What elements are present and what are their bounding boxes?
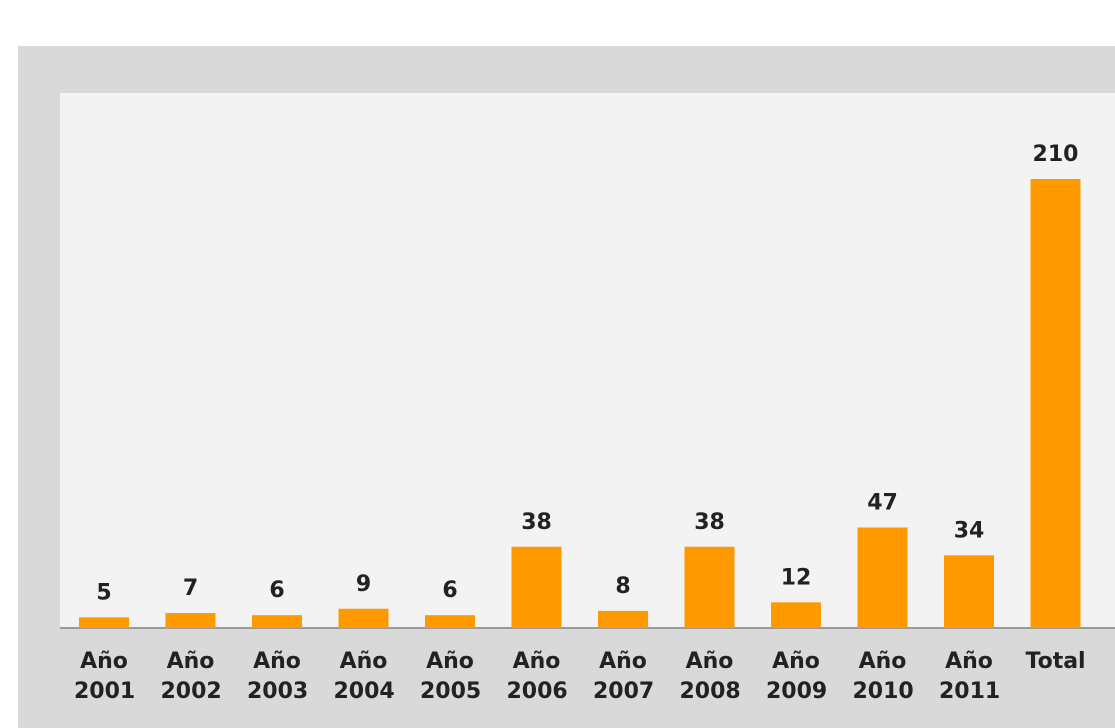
value-label: 6 bbox=[442, 578, 457, 603]
bar bbox=[425, 615, 475, 628]
bar bbox=[684, 546, 735, 628]
x-tick-label: Año 2001 bbox=[74, 649, 136, 704]
bar bbox=[79, 617, 129, 628]
value-label: 34 bbox=[954, 518, 985, 543]
x-tick-label: Año 2002 bbox=[160, 649, 222, 704]
value-label: 7 bbox=[183, 576, 198, 601]
value-label: 38 bbox=[521, 510, 552, 535]
x-tick-label: Año 2011 bbox=[939, 649, 1001, 704]
bar bbox=[165, 613, 216, 628]
value-label: 38 bbox=[694, 510, 725, 535]
x-tick-label: Total bbox=[1025, 649, 1086, 674]
bar bbox=[511, 546, 562, 628]
x-tick-label: Año 2007 bbox=[593, 649, 655, 704]
bar bbox=[771, 602, 821, 628]
value-label: 9 bbox=[356, 572, 371, 597]
x-tick-label: Año 2010 bbox=[852, 649, 914, 704]
value-label: 47 bbox=[867, 491, 898, 516]
x-tick-label: Año 2008 bbox=[679, 649, 741, 704]
x-tick-label: Año 2009 bbox=[766, 649, 828, 704]
value-label: 210 bbox=[1033, 142, 1079, 167]
x-tick-label: Año 2004 bbox=[333, 649, 395, 704]
bar bbox=[1030, 179, 1081, 628]
value-label: 12 bbox=[781, 565, 812, 590]
bar bbox=[857, 527, 908, 628]
value-label: 6 bbox=[269, 578, 284, 603]
plot-area bbox=[60, 93, 1115, 628]
x-tick-label: Año 2006 bbox=[506, 649, 568, 704]
bar bbox=[944, 555, 994, 628]
bar bbox=[252, 615, 302, 628]
value-label: 5 bbox=[96, 580, 111, 605]
bar bbox=[338, 608, 389, 628]
value-label: 8 bbox=[615, 574, 630, 599]
x-tick-label: Año 2003 bbox=[247, 649, 309, 704]
x-tick-label: Año 2005 bbox=[420, 649, 482, 704]
bar bbox=[598, 610, 648, 628]
